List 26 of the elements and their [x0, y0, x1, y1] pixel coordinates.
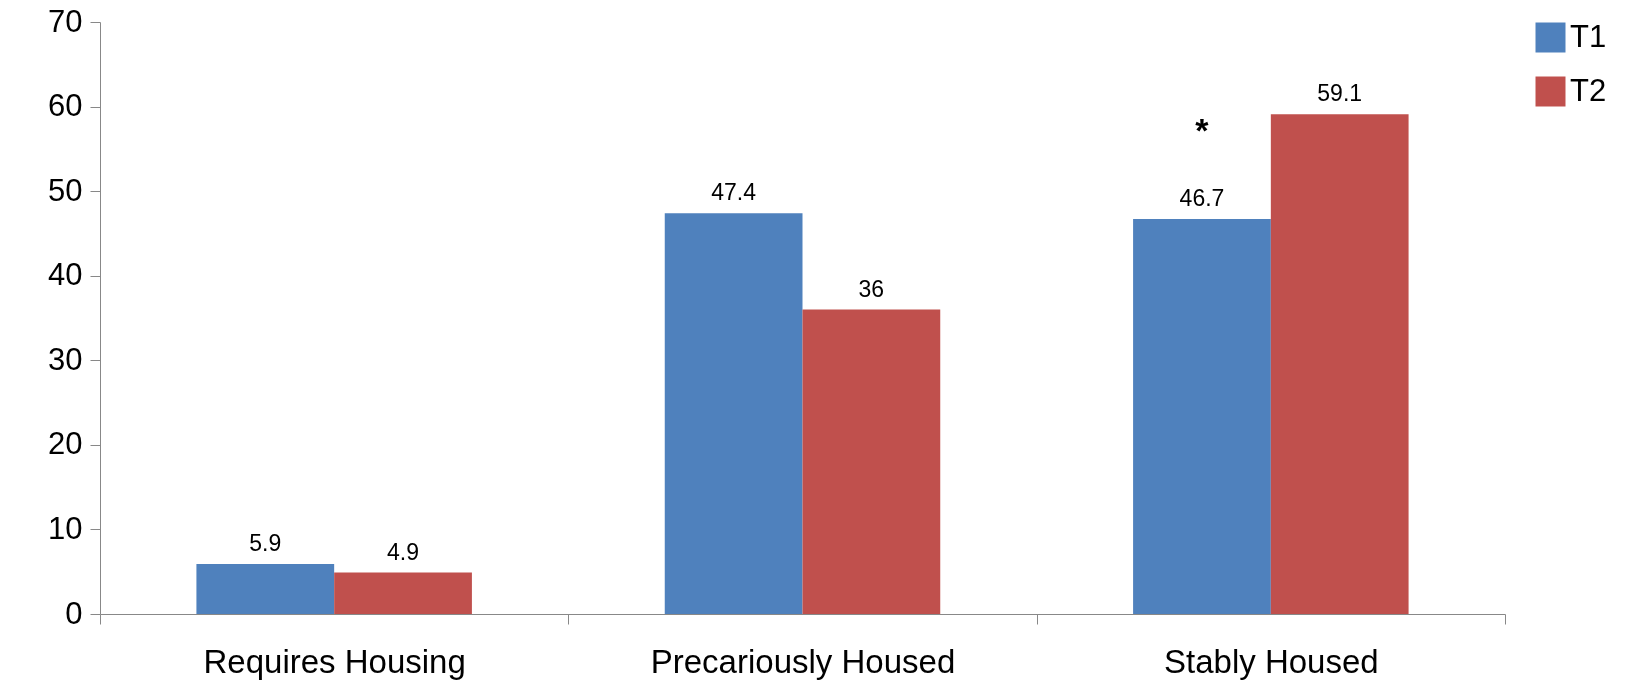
data-label: 59.1 — [1317, 80, 1363, 107]
y-tick-label: 20 — [48, 426, 83, 462]
legend-label: T2 — [1570, 72, 1607, 108]
bar — [802, 309, 941, 614]
y-tick-label: 0 — [65, 595, 83, 631]
y-tick-label: 50 — [48, 172, 83, 208]
y-tick-label: 30 — [48, 341, 83, 377]
y-tick-label: 60 — [48, 88, 83, 124]
x-tick-label: Precariously Housed — [650, 642, 956, 680]
data-label: 4.9 — [387, 538, 420, 565]
y-tick-label: 10 — [48, 510, 83, 546]
bar — [1133, 219, 1271, 614]
bar — [664, 213, 803, 614]
data-label: 5.9 — [249, 530, 282, 557]
annotation: * — [1195, 110, 1210, 149]
y-tick-label: 70 — [48, 3, 83, 39]
x-tick-label: Requires Housing — [203, 642, 466, 680]
bar — [334, 572, 472, 614]
data-label: 46.7 — [1179, 185, 1225, 212]
y-tick-label: 40 — [48, 257, 83, 293]
x-tick-label: Stably Housed — [1164, 642, 1379, 680]
data-label: 36 — [858, 275, 885, 302]
bar — [1270, 114, 1409, 614]
data-label: 47.4 — [711, 179, 757, 206]
bar — [196, 564, 335, 614]
legend-label: T1 — [1570, 18, 1607, 54]
